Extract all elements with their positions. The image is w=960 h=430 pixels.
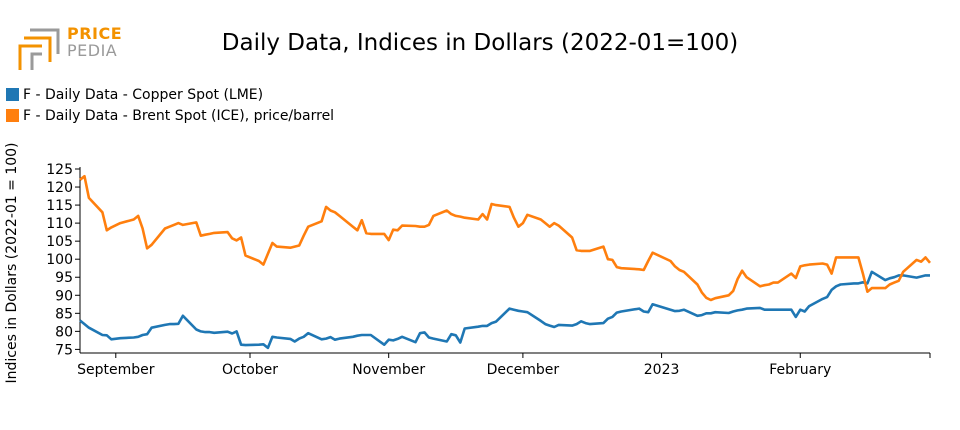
x-tick-label: December xyxy=(487,362,560,378)
x-tick-label: 2023 xyxy=(644,362,680,378)
legend: F - Daily Data - Copper Spot (LME) F - D… xyxy=(6,84,334,126)
legend-item-brent[interactable]: F - Daily Data - Brent Spot (ICE), price… xyxy=(6,105,334,126)
y-tick-label: 80 xyxy=(55,324,73,340)
legend-label-copper: F - Daily Data - Copper Spot (LME) xyxy=(23,86,264,103)
y-axis-label: Indices in Dollars (2022-01 = 100) xyxy=(4,142,20,383)
y-tick-label: 110 xyxy=(46,216,73,232)
y-tick-label: 85 xyxy=(55,306,73,322)
logo-bracket-icon xyxy=(18,28,60,70)
series-line-brent xyxy=(79,174,931,302)
legend-label-brent: F - Daily Data - Brent Spot (ICE), price… xyxy=(23,107,335,124)
x-tick-label: November xyxy=(352,362,425,378)
x-tick-label: February xyxy=(769,362,831,378)
logo-text-price: PRICE xyxy=(67,24,123,43)
chart-title: Daily Data, Indices in Dollars (2022-01=… xyxy=(221,30,739,56)
legend-swatch-brent xyxy=(6,109,19,122)
series-line-copper xyxy=(79,270,930,350)
y-tick-label: 95 xyxy=(55,270,73,286)
y-tick-label: 120 xyxy=(46,180,73,196)
logo-text-pedia: PEDIA xyxy=(67,41,118,60)
x-tick-label: October xyxy=(222,362,278,378)
y-tick-label: 125 xyxy=(46,162,73,178)
y-tick-label: 75 xyxy=(55,342,73,358)
legend-swatch-copper xyxy=(6,88,19,101)
x-tick-label: September xyxy=(77,362,155,378)
y-tick-label: 115 xyxy=(46,198,73,214)
legend-item-copper[interactable]: F - Daily Data - Copper Spot (LME) xyxy=(6,84,334,105)
y-tick-label: 100 xyxy=(46,252,73,268)
y-tick-label: 105 xyxy=(46,234,73,250)
pricepedia-logo: PRICE PEDIA xyxy=(18,24,128,74)
y-tick-label: 90 xyxy=(55,288,73,304)
